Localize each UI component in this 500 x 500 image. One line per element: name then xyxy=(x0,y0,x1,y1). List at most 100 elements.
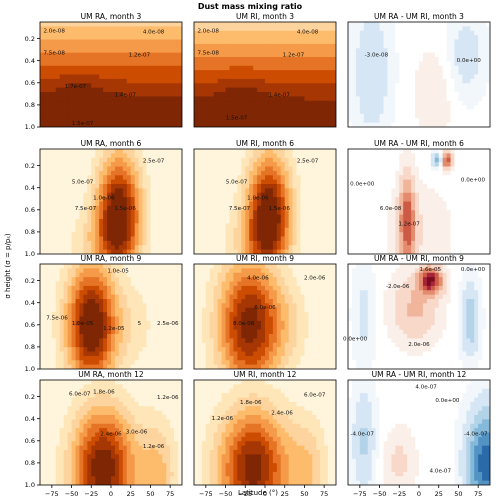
field-cell xyxy=(146,192,151,198)
field-cell xyxy=(308,118,313,124)
field-cell xyxy=(150,87,155,93)
field-cell xyxy=(284,227,290,233)
field-cell xyxy=(40,52,45,58)
field-cell xyxy=(312,170,317,176)
field-cell xyxy=(158,105,163,110)
field-cell xyxy=(201,100,207,106)
field-cell xyxy=(40,149,45,154)
field-cell xyxy=(111,223,116,229)
field-cell xyxy=(194,184,199,189)
field-cell xyxy=(103,118,108,124)
field-cell xyxy=(383,227,388,233)
field-cell xyxy=(446,170,451,176)
field-cell xyxy=(245,74,250,80)
field-cell xyxy=(438,78,444,84)
field-cell xyxy=(395,96,400,102)
field-cell xyxy=(245,87,250,93)
field-cell xyxy=(245,214,250,220)
field-cell xyxy=(83,153,88,159)
field-cell xyxy=(272,96,278,102)
field-cell xyxy=(201,22,207,27)
field-cell xyxy=(146,118,151,124)
field-cell xyxy=(205,96,211,102)
field-cell xyxy=(284,153,290,159)
field-cell xyxy=(91,205,96,211)
field-cell xyxy=(450,65,455,71)
field-cell xyxy=(99,22,104,27)
field-cell xyxy=(253,210,258,216)
field-cell xyxy=(194,245,199,251)
field-cell xyxy=(51,74,57,80)
field-cell xyxy=(316,197,321,202)
field-cell xyxy=(387,74,392,80)
field-cell xyxy=(328,22,333,27)
field-cell xyxy=(280,96,286,102)
field-cell xyxy=(348,65,353,71)
field-cell xyxy=(272,236,278,242)
field-cell xyxy=(95,96,100,102)
field-cell xyxy=(91,157,96,163)
field-cell xyxy=(261,105,266,110)
field-cell xyxy=(268,83,274,89)
field-cell xyxy=(249,188,254,194)
field-cell xyxy=(419,22,424,27)
field-cell xyxy=(233,223,238,229)
field-cell xyxy=(83,249,88,254)
field-cell xyxy=(430,122,436,127)
field-cell xyxy=(351,219,357,224)
field-cell xyxy=(308,22,313,27)
field-cell xyxy=(422,184,428,189)
field-cell xyxy=(375,70,380,75)
field-cell xyxy=(95,26,100,32)
field-cell xyxy=(55,179,61,185)
field-cell xyxy=(391,149,396,154)
field-cell xyxy=(430,153,436,159)
field-cell xyxy=(332,109,336,115)
field-cell xyxy=(458,22,463,27)
field-cell xyxy=(245,48,250,54)
field-cell xyxy=(316,162,321,167)
field-cell xyxy=(438,232,444,237)
field-cell xyxy=(328,184,333,189)
field-cell xyxy=(478,78,483,84)
field-cell xyxy=(87,223,92,229)
field-cell xyxy=(197,240,203,246)
field-cell xyxy=(87,232,92,237)
field-cell xyxy=(229,78,234,84)
field-cell xyxy=(142,227,147,233)
field-cell xyxy=(114,249,120,254)
field-cell xyxy=(43,105,49,110)
field-cell xyxy=(272,245,278,251)
field-cell xyxy=(300,153,305,159)
field-cell xyxy=(142,197,147,202)
field-cell xyxy=(407,92,412,97)
field-cell xyxy=(300,35,305,40)
field-cell xyxy=(375,236,380,242)
field-cell xyxy=(300,184,305,189)
field-cell xyxy=(194,236,199,242)
field-cell xyxy=(126,245,132,251)
field-cell xyxy=(221,162,226,167)
field-cell xyxy=(174,219,179,224)
field-cell xyxy=(288,105,294,110)
field-cell xyxy=(426,74,432,80)
field-cell xyxy=(332,227,336,233)
field-cell xyxy=(253,249,258,254)
field-cell xyxy=(67,113,72,119)
field-cell xyxy=(265,245,270,251)
field-cell xyxy=(233,201,238,207)
field-cell xyxy=(241,26,246,32)
field-cell xyxy=(367,57,373,62)
field-cell xyxy=(328,188,333,194)
field-cell xyxy=(249,105,254,110)
field-cell xyxy=(75,87,80,93)
field-cell xyxy=(197,219,203,224)
field-cell xyxy=(170,149,175,154)
field-cell xyxy=(229,43,234,49)
field-cell xyxy=(284,39,290,45)
field-cell xyxy=(419,201,424,207)
field-cell xyxy=(229,92,234,97)
field-cell xyxy=(126,87,132,93)
field-cell xyxy=(79,166,84,172)
field-cell xyxy=(43,61,49,67)
